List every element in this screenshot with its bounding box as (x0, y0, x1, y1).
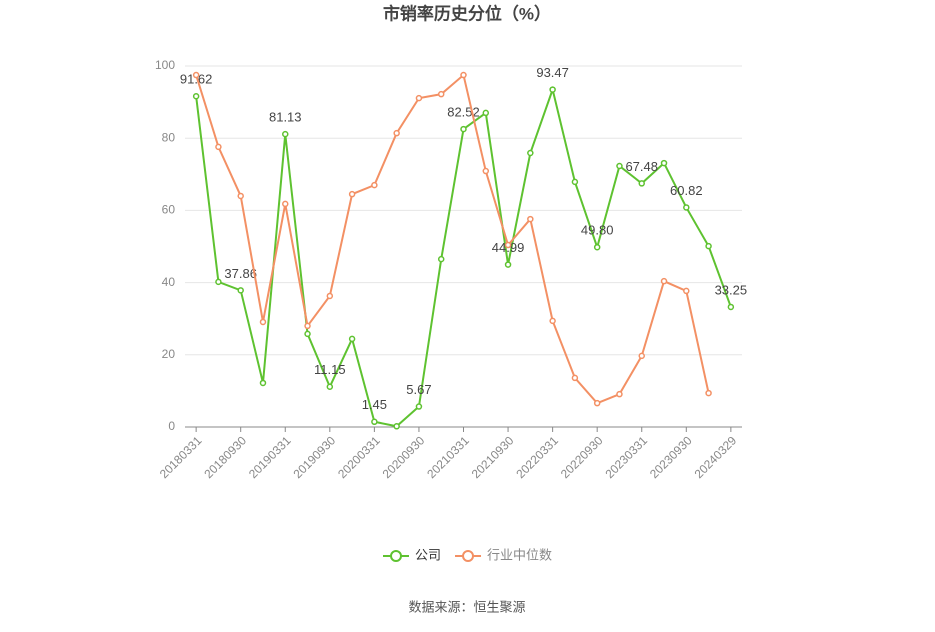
point (192, 93, 200, 100)
series-line (195, 73, 710, 405)
data-label: 67.48 (625, 159, 658, 174)
data-label: 11.15 (314, 362, 346, 377)
point (460, 125, 467, 133)
point (527, 215, 534, 223)
point (393, 423, 400, 430)
point (326, 292, 334, 300)
point (415, 94, 423, 102)
point (571, 178, 579, 186)
point (527, 149, 534, 157)
point (259, 379, 267, 387)
point (727, 303, 735, 311)
point (415, 403, 423, 410)
x-tick-label: 20230331 (602, 433, 650, 481)
data-label: 91.62 (180, 72, 213, 87)
x-tick-label: 20200331 (335, 433, 383, 481)
point (326, 383, 334, 390)
point (549, 317, 556, 325)
point (237, 192, 244, 200)
point (393, 129, 400, 137)
x-tick-label: 20230930 (647, 433, 695, 481)
point (371, 181, 378, 189)
source-note: 数据来源：恒生聚源 (408, 599, 525, 614)
point (504, 261, 512, 268)
y-tick-label: 20 (162, 347, 176, 361)
point (593, 243, 601, 251)
point (616, 390, 623, 398)
x-tick-label: 20210331 (424, 433, 472, 481)
x-tick-label: 20210930 (469, 433, 517, 481)
data-label: 5.67 (406, 382, 431, 397)
point (705, 389, 712, 397)
point (371, 418, 378, 426)
point (282, 200, 289, 208)
point (482, 167, 490, 175)
x-tick-label: 20180930 (201, 433, 249, 481)
data-label: 1.45 (362, 397, 387, 412)
point (638, 180, 645, 187)
point (237, 287, 244, 294)
data-label: 93.47 (536, 65, 569, 80)
data-label: 33.25 (715, 282, 748, 297)
point (304, 322, 311, 330)
y-tick-label: 80 (162, 130, 176, 144)
chart-title: 市销率历史分位（%） (383, 3, 551, 23)
data-label: 49.80 (581, 223, 614, 238)
point (638, 352, 645, 360)
data-label: 81.13 (269, 110, 302, 125)
point (571, 374, 579, 382)
point (705, 242, 712, 250)
data-label: 60.82 (670, 183, 703, 198)
point (616, 162, 623, 170)
y-tick-label: 100 (155, 58, 175, 72)
point (282, 130, 289, 138)
point (215, 143, 222, 151)
point (549, 86, 556, 93)
point (482, 109, 490, 117)
x-tick-label: 20220331 (513, 433, 561, 481)
x-tick-label: 20200930 (380, 433, 428, 481)
point (504, 241, 512, 249)
y-tick-label: 0 (168, 419, 175, 433)
legend-label: 公司 (415, 547, 441, 562)
point (437, 90, 445, 98)
y-tick-label: 60 (162, 203, 176, 217)
x-tick-label: 20190331 (246, 433, 294, 481)
point (683, 287, 690, 295)
point (660, 159, 668, 167)
point (593, 399, 601, 407)
point (437, 255, 445, 263)
point (348, 335, 356, 343)
x-tick-label: 20240329 (692, 433, 740, 481)
point (348, 190, 356, 198)
y-tick-label: 40 (162, 275, 176, 289)
point (660, 277, 668, 285)
legend-marker (462, 550, 475, 562)
legend-label: 行业中位数 (487, 547, 552, 562)
point (259, 318, 267, 326)
series-line (195, 86, 732, 428)
point (683, 204, 690, 211)
data-label: 37.86 (224, 266, 257, 281)
point (304, 330, 311, 338)
x-tick-label: 20180331 (157, 433, 205, 481)
point (192, 71, 200, 79)
point (215, 278, 222, 286)
legend-marker (390, 550, 402, 562)
data-label: 82.52 (447, 105, 480, 120)
x-tick-label: 20190930 (291, 433, 339, 481)
point (460, 71, 467, 79)
x-tick-label: 20220930 (558, 433, 606, 481)
